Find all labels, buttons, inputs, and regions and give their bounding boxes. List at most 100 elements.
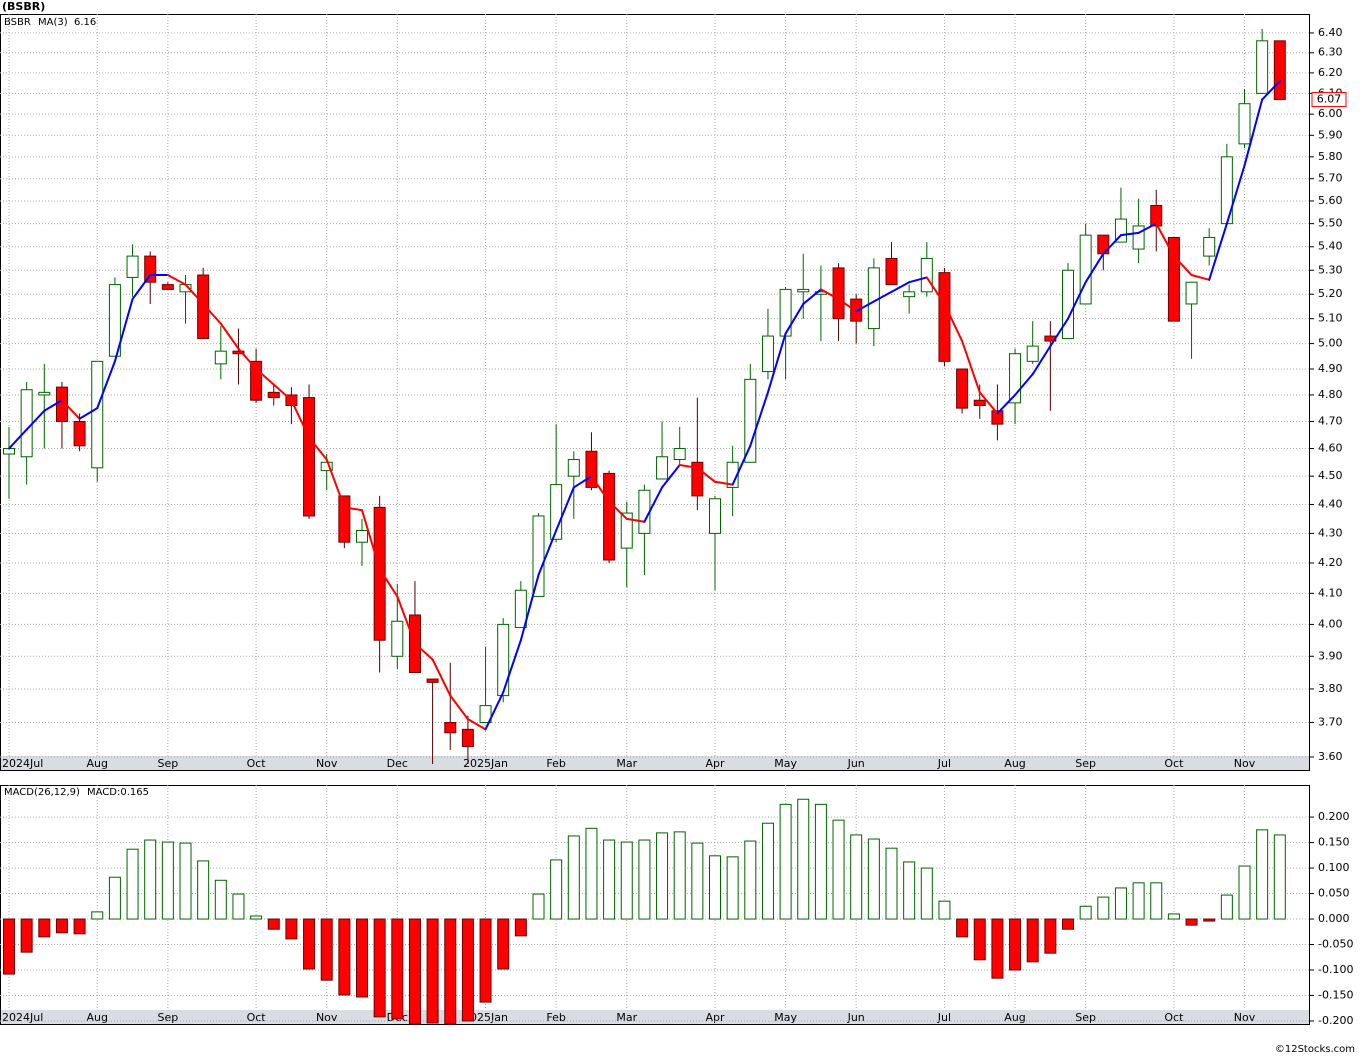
macd-bar	[779, 803, 792, 920]
ma-segment	[255, 368, 275, 386]
y-tick-label: -0.150	[1318, 988, 1353, 1001]
macd-bar	[709, 855, 721, 920]
ma-segment	[608, 500, 628, 520]
macd-bar	[1062, 918, 1074, 930]
ma-segment	[1014, 373, 1034, 396]
ma-segment	[60, 399, 81, 420]
ma-segment	[1119, 231, 1140, 237]
x-tick-label: Apr	[705, 1011, 725, 1024]
ma-segment	[1137, 222, 1158, 234]
macd-bar	[1026, 918, 1039, 963]
y-tick-label: 5.10	[1318, 312, 1343, 325]
x-tick-label: 2025Jan	[463, 757, 508, 770]
candle-body	[514, 589, 527, 629]
y-tick-label: 0.200	[1318, 810, 1350, 823]
macd-bar	[126, 848, 139, 920]
candle-body	[250, 360, 263, 401]
candle-body	[267, 391, 280, 399]
candle-body	[938, 272, 951, 362]
candle-body	[161, 284, 174, 290]
macd-bar	[373, 918, 386, 1018]
ma-segment	[1067, 281, 1087, 320]
macd-bar	[1114, 887, 1127, 920]
candle-body	[1185, 281, 1198, 305]
macd-bar	[267, 918, 280, 930]
macd-bar	[55, 918, 68, 934]
macd-bar	[232, 893, 245, 920]
x-tick-label: Nov	[1234, 757, 1256, 770]
ma-segment	[272, 383, 293, 402]
candle-body	[956, 368, 969, 409]
ma-segment	[343, 506, 363, 512]
ma-segment	[202, 302, 222, 325]
ma-segment	[890, 281, 911, 293]
candle-body	[497, 623, 510, 697]
candle-body	[197, 274, 210, 340]
plot-area	[0, 785, 1310, 1025]
y-tick-label: 6.30	[1318, 46, 1343, 59]
macd-panel: 2024JulAugSepOctNovDec2025JanFebMarAprMa…	[0, 785, 1353, 1027]
ma-segment	[502, 639, 522, 694]
ma-segment	[749, 391, 769, 447]
candle-body	[920, 257, 933, 293]
x-tick-label: Aug	[87, 757, 108, 770]
x-tick-label: Jun	[847, 757, 865, 770]
macd-bar	[479, 918, 492, 1003]
macd-bar	[285, 918, 298, 940]
x-tick-label: Mar	[616, 757, 637, 770]
y-tick-label: 4.70	[1318, 414, 1343, 427]
ma-segment	[166, 274, 187, 286]
y-tick-label: 4.10	[1318, 586, 1343, 599]
x-tick-label: Aug	[1004, 757, 1025, 770]
candle-body	[532, 515, 545, 597]
ma-segment	[43, 399, 63, 412]
ma-segment	[925, 276, 946, 305]
macd-bar	[91, 911, 104, 920]
legend-name: BSBR	[4, 17, 31, 28]
macd-bar	[620, 841, 633, 920]
candle-body	[1167, 236, 1180, 322]
y-tick-label: 5.90	[1318, 128, 1343, 141]
ma-segment	[1102, 234, 1122, 255]
ma-segment	[996, 393, 1017, 415]
candle-body	[1273, 40, 1286, 101]
x-tick-label: Jun	[847, 1011, 865, 1024]
macd-bar	[444, 918, 457, 1025]
macd-bar	[903, 861, 916, 920]
y-tick-label: 5.00	[1318, 337, 1343, 350]
macd-bar	[426, 918, 439, 1024]
ma-segment	[113, 298, 134, 363]
ma-segment	[837, 298, 858, 313]
footer: ©12Stocks.com	[1275, 1044, 1355, 1055]
macd-bar	[867, 838, 880, 920]
macd-bar	[497, 918, 510, 970]
candle-body	[444, 722, 457, 734]
last-price-box	[1311, 92, 1347, 108]
y-tick-label: -0.100	[1318, 963, 1353, 976]
macd-bar	[850, 834, 863, 920]
ma-segment	[484, 691, 505, 731]
y-tick-label: 4.30	[1318, 526, 1343, 539]
candle-body	[603, 472, 616, 561]
macd-bar	[250, 915, 263, 920]
candle-body	[73, 420, 86, 447]
chart-title: (BSBR)	[2, 0, 45, 13]
ma-segment	[537, 529, 558, 577]
legend-ma: MA(3)	[38, 17, 68, 28]
ma-segment	[872, 290, 893, 303]
x-tick-label: Jul	[937, 757, 951, 770]
ma-segment	[25, 409, 46, 431]
candle-body	[303, 397, 316, 517]
y-tick-label: 4.90	[1318, 362, 1343, 375]
candle-body	[426, 678, 439, 683]
macd-bar	[885, 847, 898, 920]
ma-segment	[1243, 98, 1264, 167]
ma-segment	[184, 283, 205, 305]
y-tick-label: 5.50	[1318, 217, 1343, 230]
candle-body	[761, 335, 774, 373]
candle-body	[656, 456, 669, 480]
x-tick-label: 2024Jul	[2, 757, 43, 770]
x-tick-label: Aug	[1004, 1011, 1025, 1024]
candle-body	[567, 459, 580, 477]
